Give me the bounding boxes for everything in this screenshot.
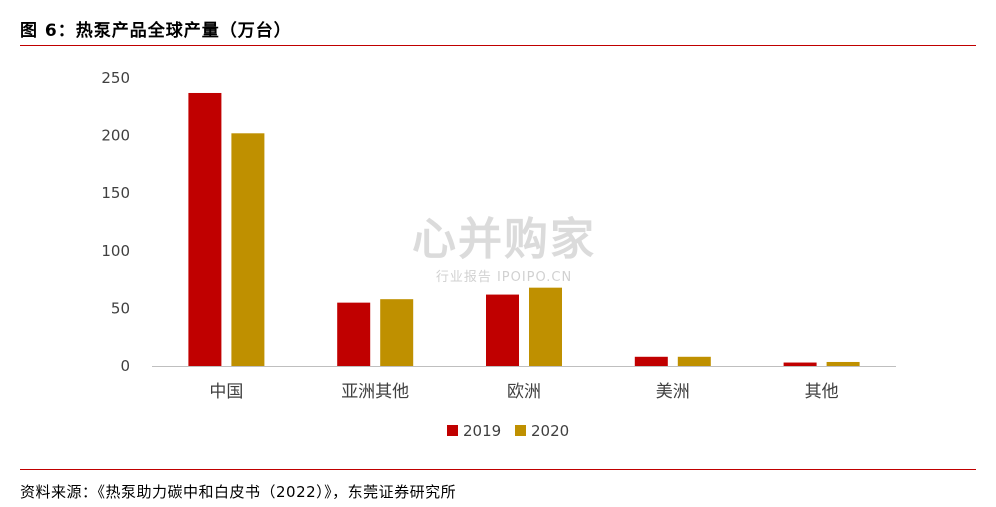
legend-swatch-2020 (515, 425, 526, 436)
bar-2020-美洲 (677, 356, 711, 366)
x-category-label: 美洲 (656, 382, 690, 402)
bar-2020-欧洲 (529, 287, 562, 366)
legend-label-2020: 2020 (531, 422, 569, 440)
y-tick-label: 100 (101, 242, 130, 260)
x-category-label: 欧洲 (507, 382, 541, 402)
y-tick-label: 250 (101, 69, 130, 87)
x-category-label: 中国 (209, 382, 243, 402)
top-divider (20, 45, 976, 46)
bottom-divider (20, 469, 976, 470)
y-tick-label: 50 (111, 299, 130, 317)
bar-2020-中国 (231, 133, 265, 366)
bar-2019-中国 (188, 92, 222, 366)
legend-label-2019: 2019 (463, 422, 501, 440)
y-tick-label: 200 (101, 127, 130, 145)
bar-2019-美洲 (634, 356, 668, 366)
legend-swatch-2019 (447, 425, 458, 436)
source-note: 资料来源：《热泵助力碳中和白皮书（2022）》，东莞证券研究所 (20, 483, 457, 501)
bar-2019-亚洲其他 (337, 302, 371, 366)
bar-2020-其他 (826, 361, 860, 366)
bar-chart: 0 50 100 150 200 250 中国 亚洲其他 欧洲 美洲 其他 2019 2020 (101, 69, 896, 440)
bar-2020-亚洲其他 (380, 299, 414, 366)
bar-2019-其他 (783, 362, 817, 366)
y-tick-label: 150 (101, 184, 130, 202)
y-tick-label: 0 (120, 357, 130, 375)
x-category-label: 其他 (805, 382, 839, 402)
bar-2019-欧洲 (486, 294, 519, 366)
x-category-label: 亚洲其他 (341, 382, 409, 402)
figure-title: 图 6：热泵产品全球产量（万台） (20, 21, 292, 41)
